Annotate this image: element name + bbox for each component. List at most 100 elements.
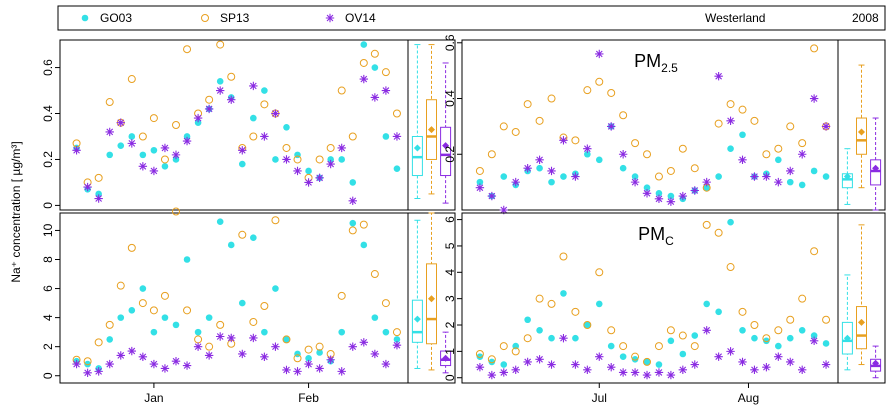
data-point [293,367,302,376]
data-point [487,355,496,364]
data-point [261,87,268,94]
panel-frame [461,212,886,384]
data-point [371,64,379,71]
data-point [607,326,616,335]
data-point [607,122,616,131]
y-tick-label: 4 [41,314,55,321]
data-point [205,95,214,104]
data-point [584,150,591,158]
data-point [105,359,114,369]
data-point [595,268,604,277]
data-point [204,104,214,114]
data-point [215,86,225,95]
y-tick-label: 0 [41,372,55,379]
data-point [619,164,627,172]
data-point [667,192,675,200]
data-point [630,368,640,377]
data-point [547,166,556,176]
data-point [560,173,567,180]
data-point [655,189,663,197]
data-point [797,365,807,375]
data-point [216,78,224,85]
data-point [261,328,268,336]
data-point [560,290,567,297]
data-point [381,68,390,77]
mean-marker [428,126,435,134]
legend-label: SP13 [220,11,250,25]
data-point [216,218,224,226]
data-point [193,113,203,123]
data-point [160,291,169,300]
data-point [349,179,357,186]
data-point [499,122,508,131]
data-point [271,342,280,351]
data-point [654,194,664,204]
data-point [194,328,202,336]
data-point [360,41,368,48]
data-point [643,150,652,159]
data-point [666,197,676,206]
data-point [106,336,114,343]
data-point [524,316,531,324]
data-point [750,365,759,375]
data-point [499,342,508,351]
y-tick-label: 4 [443,269,457,276]
data-point [216,320,225,329]
data-point [249,333,258,343]
data-point [149,166,159,176]
data-point [475,362,485,372]
data-point [83,182,92,192]
data-point [326,355,335,364]
mean-marker [858,128,865,136]
data-point [571,136,580,145]
data-point [338,156,346,163]
data-point [139,151,147,159]
data-point [786,166,795,176]
data-point [337,367,346,376]
data-point [160,364,170,373]
data-point [172,156,180,163]
data-point [138,132,147,141]
data-point [666,326,675,335]
data-point [348,226,357,235]
data-point [149,306,158,315]
data-point [238,299,246,307]
data-point [822,340,830,347]
data-point [678,331,687,340]
data-point [338,328,346,336]
data-point [215,332,225,341]
data-point [315,342,324,351]
mean-marker [843,173,851,181]
data-point [810,167,818,175]
data-point [183,256,191,263]
panel-frame [59,212,456,384]
data-point [249,317,258,326]
data-point [739,326,746,334]
panel-annotation: PMC [638,224,674,248]
data-point [797,150,807,159]
box [856,117,867,155]
data-point [738,357,747,367]
data-point [583,144,592,153]
data-point [381,359,391,369]
data-point [349,219,357,227]
data-point [727,218,734,226]
data-point [316,349,323,356]
data-point [72,146,81,155]
data-point [116,281,125,290]
data-point [283,336,290,343]
data-point [260,352,269,362]
data-point [714,228,723,237]
data-point [618,368,628,377]
y-tick-label: 6 [41,285,55,292]
data-point [798,181,806,189]
data-point [654,172,663,181]
data-point [271,216,280,225]
data-point [327,156,334,163]
data-point [392,328,401,337]
data-point [548,334,555,342]
data-point [786,122,795,131]
y-tick-label: 3 [443,295,457,302]
data-point [138,162,148,171]
data-point [714,72,723,81]
